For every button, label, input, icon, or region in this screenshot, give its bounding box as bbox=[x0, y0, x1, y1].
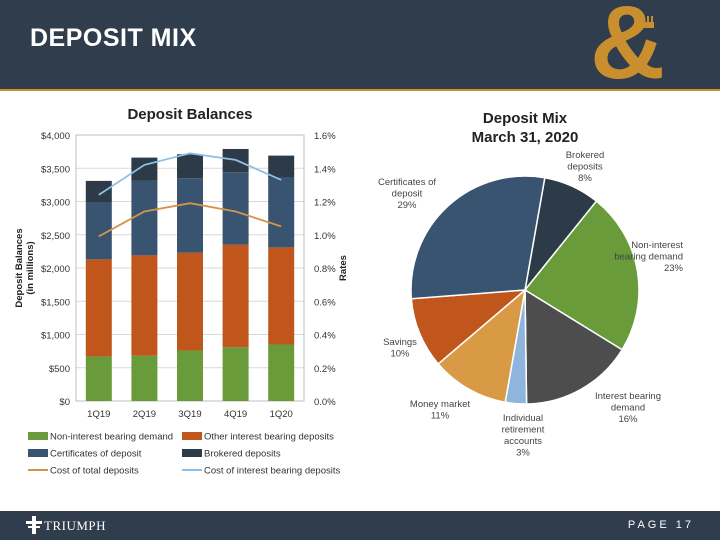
y-axis-label-line: Deposit Balances bbox=[14, 228, 25, 307]
pie-slice-label-line: retirement bbox=[502, 425, 545, 436]
pie-slice-label-line: deposits bbox=[567, 162, 603, 173]
bar-segment bbox=[177, 154, 203, 178]
y-tick-label: $0 bbox=[59, 397, 70, 408]
y2-axis-label: Rates bbox=[338, 255, 349, 281]
x-tick-label: 3Q19 bbox=[178, 409, 201, 420]
bar-segment bbox=[131, 356, 157, 401]
pie-slice-percent: 16% bbox=[618, 414, 638, 425]
y2-tick-label: 1.6% bbox=[314, 131, 336, 142]
header-bar: DEPOSIT MIX & bbox=[0, 0, 720, 89]
bar-segment bbox=[223, 245, 249, 347]
pie-slice bbox=[411, 176, 545, 299]
bar-segment bbox=[177, 253, 203, 351]
pie-slice-label: Interest bearing demand 16% bbox=[595, 391, 661, 425]
bar-chart-title: Deposit Balances bbox=[127, 106, 252, 123]
bar-segment bbox=[268, 156, 294, 178]
bar-segment bbox=[131, 158, 157, 181]
bar-segment bbox=[86, 259, 112, 356]
y2-tick-label: 1.4% bbox=[314, 164, 336, 175]
y2-tick-label: 0.8% bbox=[314, 264, 336, 275]
bar-segment bbox=[131, 255, 157, 355]
pie-slice-label-line: Money market bbox=[410, 399, 471, 410]
x-tick-label: 1Q19 bbox=[87, 409, 110, 420]
pie-slice-percent: 3% bbox=[516, 448, 530, 459]
bar-segment bbox=[268, 247, 294, 344]
page-number: PAGE 17 bbox=[628, 519, 694, 531]
pie-slice-label: Individual retirement accounts 3% bbox=[502, 413, 545, 459]
bar-segment bbox=[86, 356, 112, 401]
y-tick-label: $1,500 bbox=[41, 297, 70, 308]
y-tick-label: $2,500 bbox=[41, 231, 70, 242]
y-tick-label: $2,000 bbox=[41, 264, 70, 275]
pie-slice-percent: 23% bbox=[664, 263, 684, 274]
pie-slice-percent: 11% bbox=[431, 411, 450, 422]
pie-slice-percent: 29% bbox=[397, 200, 417, 211]
pie-slice-label-line: deposit bbox=[392, 189, 423, 200]
svg-text:&: & bbox=[590, 0, 665, 90]
y-axis-label: Deposit Balances(in millions) bbox=[14, 228, 36, 307]
legend-label: Cost of interest bearing deposits bbox=[204, 466, 340, 477]
page-number-value: 17 bbox=[676, 519, 694, 531]
deposit-charts: Deposit Balances $0 $500 $1,000 $1,500 $2,000… bbox=[0, 91, 720, 509]
pie-slice-label-line: Non-interest bbox=[631, 240, 683, 251]
bar-segment bbox=[86, 181, 112, 203]
y-tick-label: $3,500 bbox=[41, 164, 70, 175]
pie-chart-title: Deposit Mix bbox=[483, 110, 568, 127]
legend-swatch bbox=[28, 432, 48, 440]
bar-segment bbox=[223, 347, 249, 401]
legend-label: Certificates of deposit bbox=[50, 449, 142, 460]
pie-slice-label-line: Savings bbox=[383, 337, 417, 348]
pie-slice-label: Savings 10% bbox=[383, 337, 417, 360]
x-tick-label: 1Q20 bbox=[270, 409, 293, 420]
pie-slice-label: Money market 11% bbox=[410, 399, 471, 422]
x-tick-label: 4Q19 bbox=[224, 409, 247, 420]
y2-tick-label: 1.0% bbox=[314, 231, 336, 242]
bar-segment bbox=[268, 178, 294, 248]
pie-slice-label-line: Interest bearing bbox=[595, 391, 661, 402]
pie-chart-subtitle: March 31, 2020 bbox=[472, 129, 579, 146]
y2-tick-label: 0.6% bbox=[314, 297, 336, 308]
bar-segment bbox=[223, 172, 249, 244]
y-tick-label: $4,000 bbox=[41, 131, 70, 142]
bar-segment bbox=[268, 344, 294, 401]
bar-segment bbox=[177, 350, 203, 401]
y-axis-label-line: (in millions) bbox=[25, 241, 36, 294]
legend-label: Cost of total deposits bbox=[50, 466, 139, 477]
ampersand-plug-logo-icon: & bbox=[588, 0, 668, 90]
pie-slice-percent: 8% bbox=[578, 173, 592, 184]
legend-swatch bbox=[28, 449, 48, 457]
pie-slice-label-line: Individual bbox=[503, 413, 543, 424]
bar-segment bbox=[177, 178, 203, 252]
y-tick-label: $3,000 bbox=[41, 198, 70, 209]
x-tick-label: 2Q19 bbox=[133, 409, 156, 420]
y2-tick-label: 0.2% bbox=[314, 364, 336, 375]
pie-slice-label: Certificates of deposit 29% bbox=[378, 177, 436, 211]
y-tick-label: $500 bbox=[49, 364, 70, 375]
pie-slice-percent: 10% bbox=[390, 349, 410, 360]
y2-tick-label: 0.4% bbox=[314, 331, 336, 342]
legend-swatch bbox=[182, 449, 202, 457]
y-tick-label: $1,000 bbox=[41, 331, 70, 342]
page-title: DEPOSIT MIX bbox=[30, 24, 197, 53]
pie-slice-label-line: Brokered bbox=[566, 150, 605, 161]
legend-label: Other interest bearing deposits bbox=[204, 432, 334, 443]
legend-swatch bbox=[182, 432, 202, 440]
y2-tick-label: 0.0% bbox=[314, 397, 336, 408]
brand-name: TRIUMPH bbox=[44, 518, 106, 534]
legend-label: Non-interest bearing demand bbox=[50, 432, 173, 443]
page-label-text: PAGE bbox=[628, 519, 670, 531]
pie-slice-label-line: demand bbox=[611, 403, 645, 414]
pie-slice-label-line: Certificates of bbox=[378, 177, 436, 188]
triumph-cross-icon bbox=[26, 516, 42, 534]
bar-segment bbox=[131, 181, 157, 255]
pie-slice-label: Brokered deposits 8% bbox=[566, 150, 605, 184]
pie-slice-label-line: accounts bbox=[504, 436, 542, 447]
y2-tick-label: 1.2% bbox=[314, 198, 336, 209]
footer-bar: TRIUMPH PAGE 17 bbox=[0, 511, 720, 540]
pie-slice-label-line: bearing demand bbox=[614, 252, 683, 263]
legend-label: Brokered deposits bbox=[204, 449, 281, 460]
